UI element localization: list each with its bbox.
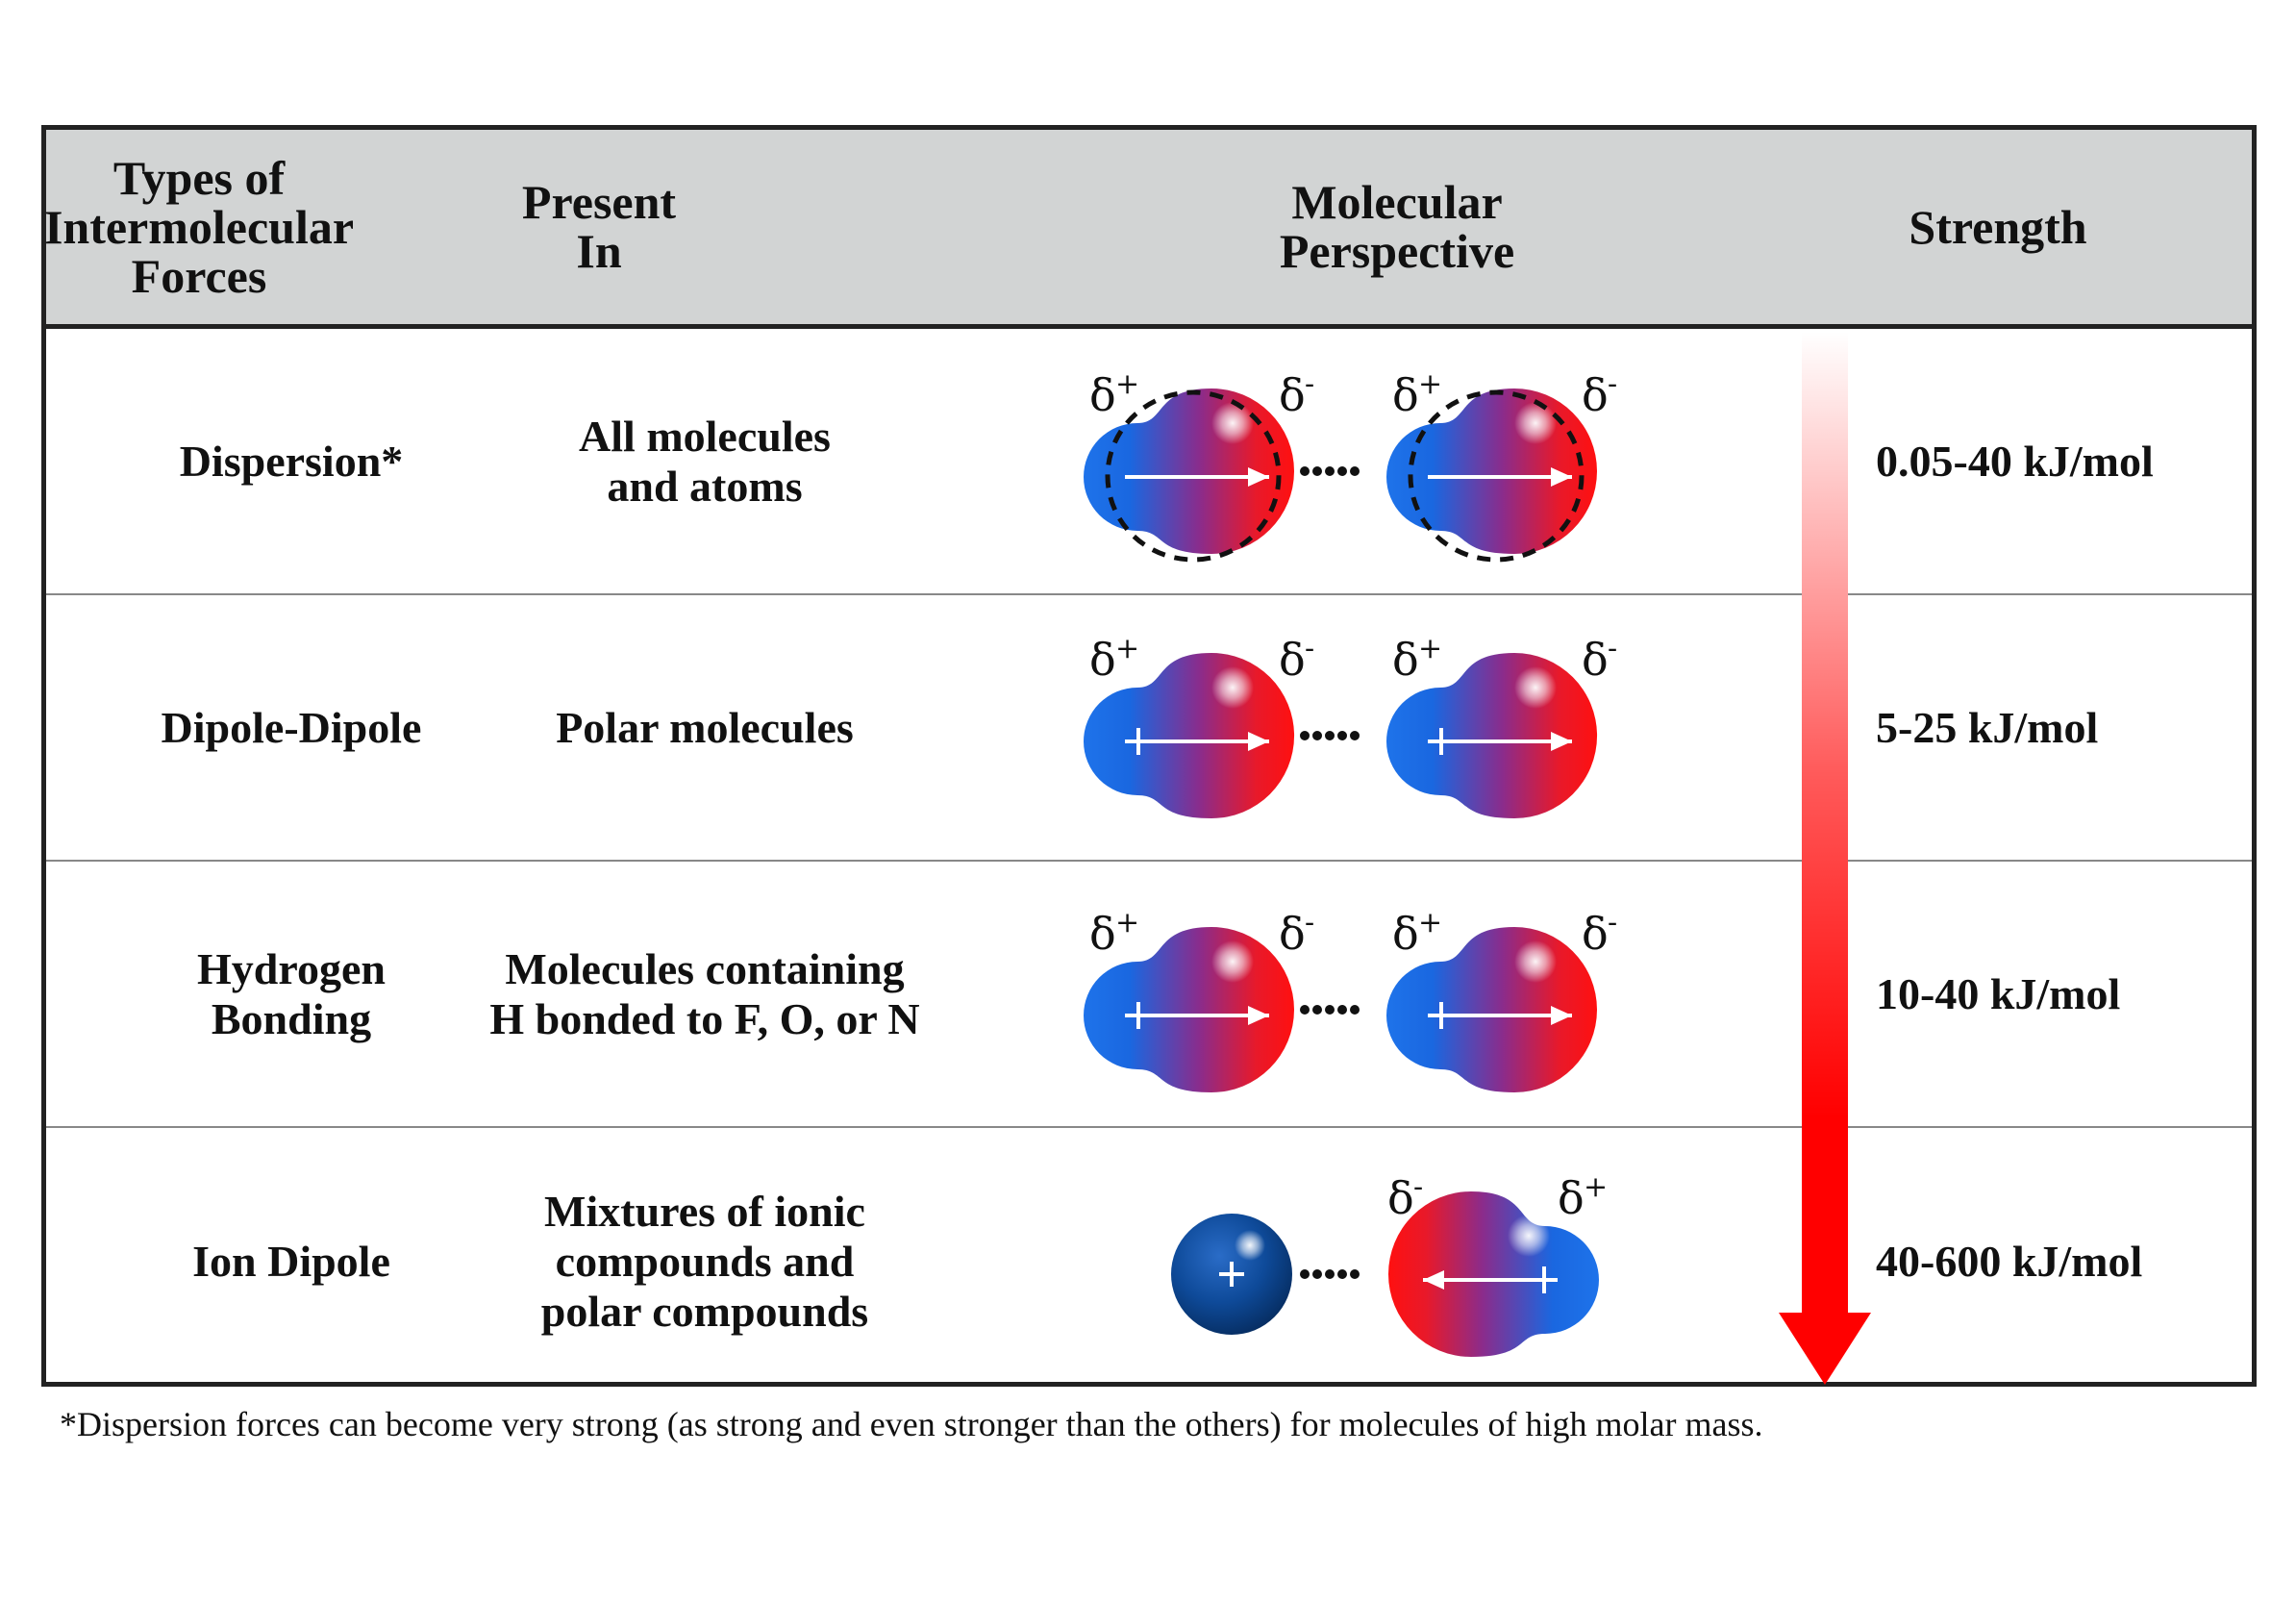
delta-label: δ bbox=[1279, 634, 1306, 686]
delta-charge-sign: - bbox=[1305, 632, 1314, 665]
attraction-dot bbox=[1312, 1005, 1322, 1015]
highlight-spot bbox=[1514, 940, 1557, 983]
table-header: Types of Intermolecular Forces Present I… bbox=[43, 130, 2252, 329]
delta-label: δ bbox=[1558, 1172, 1585, 1224]
delta-label: δ bbox=[1392, 369, 1419, 421]
attraction-dot bbox=[1337, 1005, 1347, 1015]
imf-table: Types of Intermolecular Forces Present I… bbox=[41, 125, 2257, 1387]
highlight-spot bbox=[1514, 666, 1557, 709]
delta-charge-sign: + bbox=[1418, 906, 1442, 940]
attraction-dot bbox=[1300, 1005, 1310, 1015]
highlight-spot bbox=[1514, 402, 1557, 444]
present-cell: All molecules and atoms bbox=[579, 411, 831, 511]
strength-increase-arrow-icon bbox=[1779, 332, 1871, 1385]
delta-label: δ bbox=[1279, 908, 1306, 960]
type-cell: Dipole-Dipole bbox=[161, 702, 422, 752]
highlight-spot bbox=[1508, 1215, 1550, 1257]
delta-charge-sign: + bbox=[1418, 367, 1442, 401]
delta-label: δ bbox=[1582, 634, 1609, 686]
dipole-arrow-head-icon bbox=[1248, 1006, 1269, 1025]
attraction-dot bbox=[1325, 731, 1335, 740]
delta-charge-sign: + bbox=[1584, 1170, 1608, 1204]
delta-charge-sign: + bbox=[1115, 906, 1139, 940]
dipole-arrow-head-icon bbox=[1551, 1006, 1572, 1025]
attraction-dot bbox=[1312, 731, 1322, 740]
present-cell: Polar molecules bbox=[556, 702, 854, 752]
delta-charge-sign: + bbox=[1418, 632, 1442, 665]
delta-label: δ bbox=[1387, 1172, 1414, 1224]
present-cell: Molecules containing H bonded to F, O, o… bbox=[489, 943, 920, 1043]
delta-label: δ bbox=[1392, 908, 1419, 960]
highlight-spot bbox=[1211, 402, 1254, 444]
electron-cloud-outline bbox=[1408, 389, 1585, 563]
delta-charge-sign: - bbox=[1305, 906, 1314, 940]
strength-cell: 40-600 kJ/mol bbox=[1876, 1236, 2143, 1286]
delta-label: δ bbox=[1089, 369, 1116, 421]
attraction-dot bbox=[1325, 1005, 1335, 1015]
attraction-dot bbox=[1312, 1269, 1322, 1279]
footnote: *Dispersion forces can become very stron… bbox=[60, 1405, 1763, 1443]
strength-cell: 0.05-40 kJ/mol bbox=[1876, 436, 2154, 486]
row-hydrogen-bonding: Hydrogen Bonding Molecules containing H … bbox=[46, 862, 2252, 1128]
delta-charge-sign: - bbox=[1608, 906, 1617, 940]
delta-label: δ bbox=[1392, 634, 1419, 686]
strength-cell: 10-40 kJ/mol bbox=[1876, 968, 2121, 1018]
highlight-spot bbox=[1235, 1230, 1265, 1261]
delta-charge-sign: + bbox=[1115, 632, 1139, 665]
delta-charge-sign: + bbox=[1115, 367, 1139, 401]
delta-charge-sign: - bbox=[1413, 1170, 1423, 1204]
dipole-arrow-head-icon bbox=[1248, 732, 1269, 751]
attraction-dot bbox=[1350, 466, 1360, 476]
attraction-dot bbox=[1350, 1269, 1360, 1279]
delta-label: δ bbox=[1089, 908, 1116, 960]
attraction-dot bbox=[1325, 1269, 1335, 1279]
delta-label: δ bbox=[1279, 369, 1306, 421]
attraction-dot bbox=[1337, 1269, 1347, 1279]
header-molecular-perspective: Molecular Perspective bbox=[1279, 175, 1515, 278]
highlight-spot bbox=[1211, 666, 1254, 709]
delta-charge-sign: - bbox=[1608, 632, 1617, 665]
electron-cloud-outline bbox=[1105, 389, 1282, 563]
dipole-arrow-head-icon bbox=[1248, 467, 1269, 487]
row-ion-dipole: Ion Dipole Mixtures of ionic compounds a… bbox=[46, 1128, 2252, 1394]
delta-label: δ bbox=[1582, 908, 1609, 960]
attraction-dot bbox=[1350, 731, 1360, 740]
attraction-dot bbox=[1300, 466, 1310, 476]
header-types: Types of Intermolecular Forces bbox=[43, 150, 355, 303]
type-cell: Hydrogen Bonding bbox=[197, 943, 386, 1043]
type-cell: Dispersion* bbox=[179, 436, 404, 486]
delta-label: δ bbox=[1089, 634, 1116, 686]
attraction-dot bbox=[1300, 1269, 1310, 1279]
attraction-dot bbox=[1337, 731, 1347, 740]
header-strength: Strength bbox=[1909, 199, 2087, 254]
attraction-dot bbox=[1312, 466, 1322, 476]
attraction-dot bbox=[1325, 466, 1335, 476]
dipole-arrow-head-icon bbox=[1551, 732, 1572, 751]
delta-charge-sign: - bbox=[1305, 367, 1314, 401]
highlight-spot bbox=[1211, 940, 1254, 983]
attraction-dot bbox=[1337, 466, 1347, 476]
row-dispersion: Dispersion* All molecules and atoms 0.05… bbox=[46, 329, 2252, 595]
attraction-dot bbox=[1350, 1005, 1360, 1015]
delta-charge-sign: - bbox=[1608, 367, 1617, 401]
strength-cell: 5-25 kJ/mol bbox=[1876, 702, 2099, 752]
delta-label: δ bbox=[1582, 369, 1609, 421]
attraction-dot bbox=[1300, 731, 1310, 740]
dipole-arrow-head-icon bbox=[1551, 467, 1572, 487]
type-cell: Ion Dipole bbox=[192, 1236, 390, 1286]
header-present-in: Present In bbox=[521, 175, 677, 278]
present-cell: Mixtures of ionic compounds and polar co… bbox=[540, 1186, 869, 1336]
dipole-arrow-head-icon bbox=[1423, 1270, 1444, 1290]
row-dipole-dipole: Dipole-Dipole Polar molecules 5-25 kJ/mo… bbox=[46, 595, 2252, 862]
